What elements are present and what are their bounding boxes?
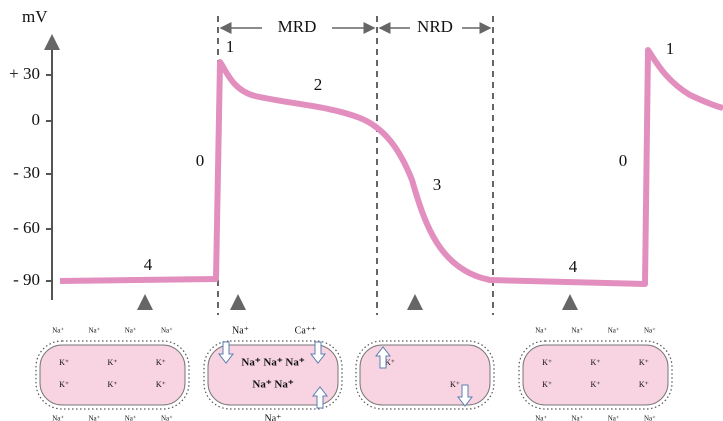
ion-label: K⁺	[108, 358, 118, 367]
ion-label: Na⁺	[52, 415, 64, 421]
interval-label: MRD	[278, 17, 317, 36]
ion-label: K⁺	[108, 380, 118, 389]
ion-label: Na⁺	[608, 327, 620, 335]
ion-label: Na⁺	[644, 327, 656, 335]
ion-label: K⁺	[156, 380, 166, 389]
ion-label: Na⁺	[52, 327, 64, 335]
ion-label: K⁺	[542, 358, 552, 367]
ion-label: Na⁺	[535, 415, 547, 421]
ion-label: Na⁺	[571, 415, 583, 421]
phase-label: 0	[619, 151, 628, 170]
phase-label: 1	[666, 39, 675, 58]
cell	[523, 345, 668, 405]
ion-label: Na⁺	[88, 327, 100, 335]
ion-label: Na⁺	[608, 415, 620, 421]
ion-label: Na⁺	[644, 415, 656, 421]
phase-label: 1	[226, 37, 235, 56]
ion-label: Na⁺	[265, 413, 282, 421]
y-tick-label: 0	[32, 110, 41, 129]
ion-label: K⁺	[542, 380, 552, 389]
diagram: Na⁺ Na⁺ Na⁺ Na⁺ Na⁺ Na⁺ Na⁺ Na⁺ K⁺ K⁺ K⁺ K⁺ K⁺ K⁺ Na⁺ C…	[0, 0, 723, 421]
y-tick-label: - 60	[13, 218, 40, 237]
axis-unit: mV	[22, 7, 48, 26]
phase-label: 0	[196, 151, 205, 170]
ion-label: K⁺	[156, 358, 166, 367]
ion-label: Ca⁺⁺	[295, 325, 317, 336]
y-tick-label: - 90	[13, 270, 40, 289]
ion-label: Na⁺ Na⁺	[252, 379, 293, 391]
ion-label: Na⁺	[125, 415, 137, 421]
ion-label: K⁺	[639, 358, 649, 367]
phase-label: 4	[569, 257, 578, 276]
interval-label: NRD	[417, 17, 453, 36]
ion-label: Na⁺ Na⁺ Na⁺	[241, 357, 304, 369]
ion-label: K⁺	[59, 358, 69, 367]
stage-arrows	[145, 296, 570, 308]
ion-label: Na⁺	[88, 415, 100, 421]
ion-label: K⁺	[450, 380, 460, 389]
ion-label: K⁺	[639, 380, 649, 389]
ion-label: Na⁺	[232, 325, 249, 336]
ion-label: Na⁺	[535, 327, 547, 335]
ion-label: Na⁺	[571, 327, 583, 335]
ion-label: Na⁺	[161, 415, 173, 421]
ion-label: Na⁺	[161, 327, 173, 335]
ion-label: K⁺	[59, 380, 69, 389]
cell	[40, 345, 185, 405]
phase-label: 3	[433, 175, 442, 194]
phase-label: 4	[144, 255, 153, 274]
ion-label: K⁺	[591, 358, 601, 367]
y-tick-label: - 30	[13, 163, 40, 182]
interval-lines	[218, 16, 493, 315]
ion-label: K⁺	[591, 380, 601, 389]
phase-label: 2	[314, 75, 323, 94]
ion-label: Na⁺	[125, 327, 137, 335]
y-tick-label: + 30	[9, 64, 40, 83]
